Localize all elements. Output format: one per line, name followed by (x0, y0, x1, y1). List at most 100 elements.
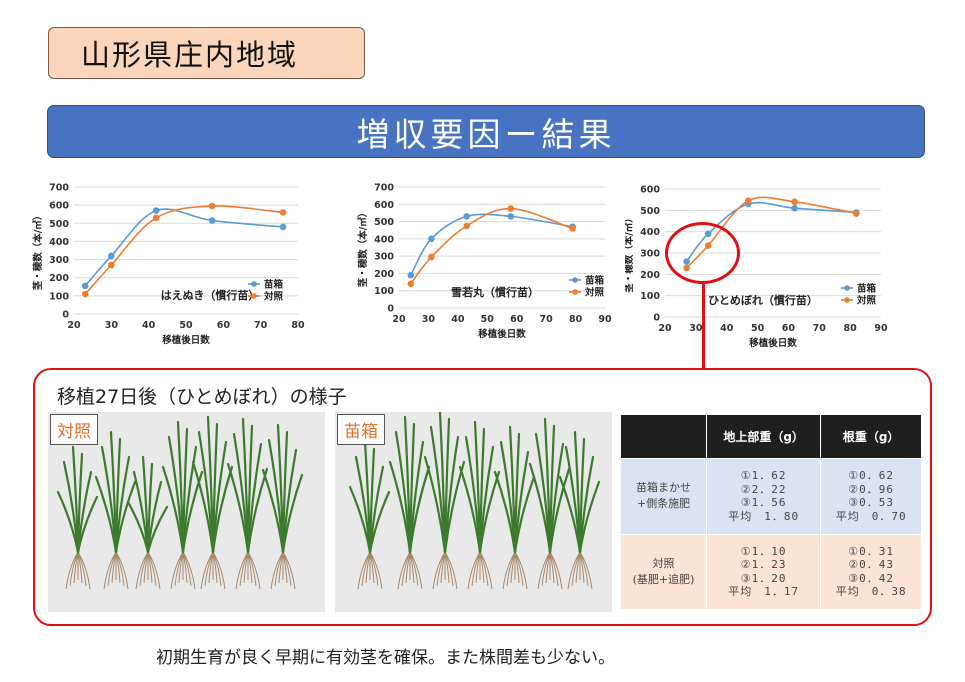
seedling-leaf (388, 460, 412, 554)
seedling-leaf (578, 480, 601, 554)
series-line (84, 208, 284, 287)
footer-note: 初期生育が良く早期に有効茎を確保。また株間差も少ない。 (156, 648, 615, 668)
y-tick-label: 500 (374, 217, 394, 228)
y-tick-label: 0 (387, 304, 394, 315)
x-tick-label: 80 (291, 320, 305, 331)
y-tick-label: 500 (640, 206, 660, 217)
data-point (279, 209, 287, 216)
chart-yukiwakamaru-svg: 0 100 200 300 400 500 600 700 20 30 40 50 60 70 80 90 移植… (357, 183, 612, 341)
chart-yukiwakamaru: 0 100 200 300 400 500 600 700 20 30 40 50 60 70 80 90 移植… (355, 180, 615, 341)
legend-marker (572, 277, 578, 283)
legend-marker (251, 281, 257, 287)
seedling-leaf (348, 485, 372, 554)
x-tick-label: 50 (179, 320, 193, 331)
data-point (507, 205, 515, 212)
seedling-root (369, 551, 383, 590)
y-tick-label: 400 (49, 237, 69, 248)
value-line: ①0．62 (848, 469, 895, 483)
legend-label: 苗箱 (857, 283, 877, 295)
seedling-root (409, 551, 423, 590)
chart-title: はえぬき（慣行苗） (161, 288, 260, 302)
data-point (428, 253, 435, 261)
seedling-leaf (161, 465, 185, 554)
y-tick-label: 400 (374, 234, 394, 245)
table-row: 対照 (基肥+追肥) ①1．10 ②1．23 ③1．20 平均 1．17 ①0．… (620, 533, 922, 610)
legend-marker (572, 289, 578, 295)
rice-seedlings-photo (48, 412, 325, 612)
data-point (152, 207, 160, 214)
connector-line (702, 282, 705, 370)
seedling-root (182, 551, 196, 590)
x-tick-label: 40 (451, 314, 465, 325)
row-label-line: 対照 (652, 556, 675, 570)
region-label: 山形県庄内地域 (48, 27, 365, 79)
region-text: 山形県庄内地域 (81, 38, 299, 72)
seedling-leaf (191, 460, 215, 554)
x-tick-label: 40 (142, 320, 156, 331)
shoot-weight-cell: ①1．10 ②1．23 ③1．20 平均 1．17 (705, 533, 822, 610)
x-tick-label: 80 (569, 314, 583, 325)
average-line: 平均 1．80 (728, 509, 800, 523)
y-tick-label: 300 (374, 252, 394, 263)
x-axis-label: 移植後日数 (749, 337, 797, 349)
seedling-leaf (558, 475, 582, 554)
seedling-leaf (261, 468, 285, 554)
y-tick-label: 600 (374, 200, 394, 211)
x-tick-label: 30 (689, 323, 703, 334)
seedling-root (479, 551, 493, 590)
y-tick-label: 700 (49, 183, 69, 194)
y-axis-label: 茎・穂数（本/㎡） (625, 213, 635, 292)
y-tick-label: 300 (640, 249, 660, 260)
x-tick-label: 70 (540, 314, 554, 325)
chart-hitomebore: 0 100 200 300 400 500 600 20 30 40 50 60 70 80 90 移植後日数… (625, 180, 895, 352)
data-point (791, 204, 798, 212)
row-label-line: 苗箱まかせ (636, 481, 691, 495)
data-point (208, 202, 216, 210)
seedling-root (247, 551, 261, 590)
seedling-leaf (548, 467, 571, 554)
y-tick-label: 500 (49, 219, 69, 230)
shoot-weight-cell: ①1．62 ②2．22 ③1．56 平均 1．80 (705, 458, 822, 535)
x-tick-label: 50 (481, 314, 495, 325)
value-line: ③0．53 (848, 496, 895, 510)
legend-marker (251, 293, 257, 299)
seedling-leaf (146, 505, 169, 554)
x-tick-label: 70 (813, 323, 827, 334)
weight-table: 地上部重（g） 根重（g） 苗箱まかせ +側条施肥 ①1．62 ②2．22 ③1… (620, 414, 922, 610)
value-line: ②1．23 (740, 558, 787, 572)
seedling-root (115, 551, 129, 590)
photo-label-nursery-box: 苗箱 (337, 414, 385, 445)
y-tick-label: 300 (49, 255, 69, 266)
seedling-leaf (493, 470, 517, 554)
x-tick-label: 50 (751, 323, 765, 334)
x-axis-label: 移植後日数 (478, 328, 526, 340)
photo-control: 対照 (48, 412, 325, 612)
seedling-leaf (368, 490, 391, 554)
y-tick-label: 200 (640, 270, 660, 281)
seedling-root (77, 551, 91, 590)
average-line: 平均 0．38 (835, 585, 907, 599)
y-tick-label: 100 (640, 291, 660, 302)
table-header-root: 根重（g） (820, 414, 922, 459)
data-point (507, 213, 515, 220)
average-line: 平均 0．70 (835, 509, 907, 523)
data-point (108, 252, 115, 260)
legend-label: 対照 (263, 291, 284, 303)
series-line (410, 213, 573, 276)
x-tick-label: 80 (844, 323, 858, 334)
average-line: 平均 1．17 (728, 585, 800, 599)
value-line: ②0．96 (848, 482, 895, 496)
y-tick-label: 600 (640, 185, 660, 196)
y-tick-label: 200 (374, 269, 394, 280)
legend-marker (844, 285, 850, 291)
seedling-leaf (528, 462, 552, 554)
seedling-leaf (478, 470, 501, 554)
value-line: ①1．10 (740, 544, 787, 558)
seedling-leaf (281, 473, 304, 554)
y-tick-label: 700 (374, 183, 394, 194)
value-line: ②0．43 (848, 558, 895, 572)
legend-label: 苗箱 (264, 279, 284, 291)
x-tick-label: 20 (67, 320, 81, 331)
data-point (569, 225, 576, 232)
data-point (428, 235, 435, 243)
